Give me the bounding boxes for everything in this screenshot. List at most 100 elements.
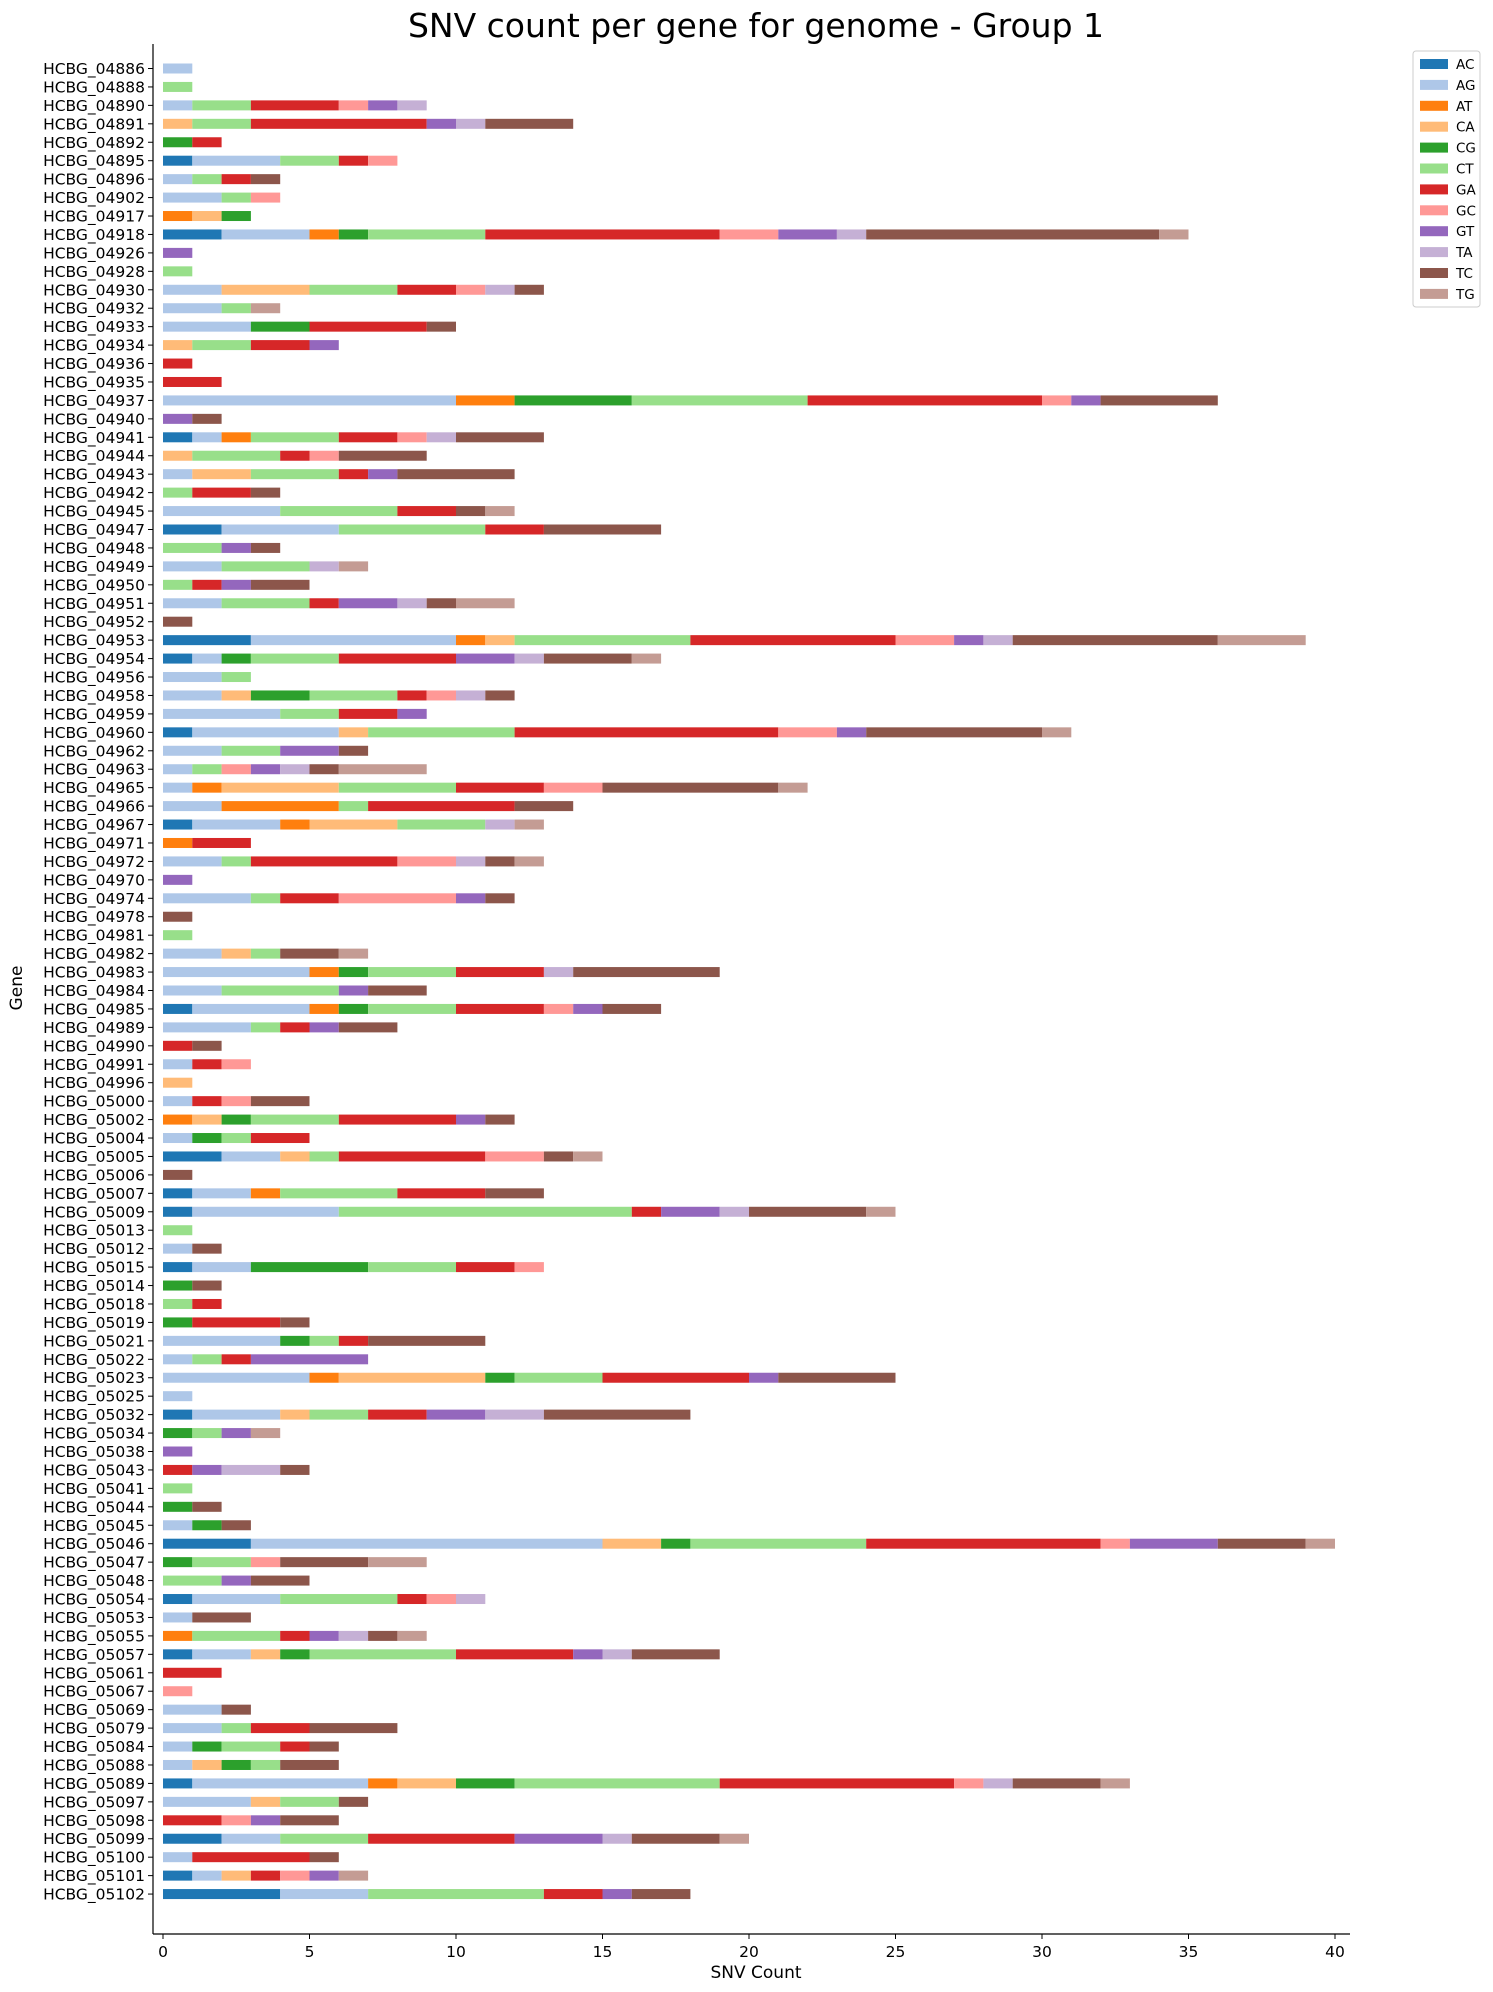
bar-segment-HCBG_04944-GC — [309, 450, 339, 461]
bar-segment-HCBG_04941-AT — [221, 432, 251, 443]
bar-segment-HCBG_05002-CG — [221, 1114, 251, 1125]
bar-segment-HCBG_04982-TC — [280, 948, 339, 959]
y-tick-label: HCBG_05045 — [43, 1517, 145, 1536]
bar-segment-HCBG_05099-AC — [163, 1833, 222, 1844]
bar-segment-HCBG_04965-TC — [602, 782, 779, 793]
bar-segment-HCBG_04985-AG — [192, 1003, 310, 1014]
bar-segment-HCBG_05089-AT — [368, 1778, 398, 1789]
bar-segment-HCBG_05079-TC — [309, 1723, 398, 1734]
y-tick-label: HCBG_05032 — [43, 1406, 145, 1425]
bar-segment-HCBG_05098-GT — [250, 1815, 281, 1826]
y-tick-label: HCBG_04926 — [43, 244, 145, 263]
bar-segment-HCBG_05057-GA — [456, 1649, 574, 1660]
bar-segment-HCBG_05047-CG — [163, 1557, 193, 1568]
y-tick-label: HCBG_05047 — [43, 1554, 145, 1573]
bar-segment-HCBG_05102-GT — [602, 1889, 632, 1900]
legend-swatch-CG — [1420, 142, 1448, 153]
bar-segment-HCBG_04886-AG — [163, 63, 193, 74]
bar-segment-HCBG_05005-AG — [221, 1151, 281, 1162]
bar-segment-HCBG_04985-CG — [338, 1003, 369, 1014]
x-tick-label: 10 — [446, 1943, 466, 1961]
bar-segment-HCBG_04960-GT — [836, 727, 867, 738]
bar-segment-HCBG_04958-CT — [309, 690, 398, 701]
y-axis-ticks: HCBG_04886HCBG_04888HCBG_04890HCBG_04891… — [43, 60, 153, 1905]
y-tick-label: HCBG_04928 — [43, 263, 145, 282]
bar-segment-HCBG_04985-GT — [573, 1003, 603, 1014]
bar-segment-HCBG_05021-CG — [280, 1335, 310, 1346]
bar-segment-HCBG_05007-CT — [280, 1188, 398, 1199]
bar-segment-HCBG_04918-TG — [1159, 229, 1189, 240]
bar-segment-HCBG_04891-GT — [426, 118, 456, 129]
bar-segment-HCBG_04895-GC — [368, 155, 398, 166]
bar-segment-HCBG_04949-CT — [221, 561, 310, 572]
y-tick-label: HCBG_05015 — [43, 1259, 145, 1278]
bar-segment-HCBG_05079-AG — [163, 1723, 222, 1734]
bar-segment-HCBG_04941-AC — [163, 432, 193, 443]
bar-segment-HCBG_05047-TC — [280, 1557, 369, 1568]
legend-swatch-TC — [1420, 268, 1448, 278]
bar-segment-HCBG_04963-AG — [163, 764, 193, 775]
bar-segment-HCBG_05055-GA — [280, 1630, 310, 1641]
bar-segment-HCBG_05101-GC — [280, 1870, 310, 1881]
bar-segment-HCBG_04951-GA — [309, 598, 339, 609]
bar-segment-HCBG_04989-GA — [280, 1022, 310, 1033]
y-tick-label: HCBG_04959 — [43, 705, 145, 724]
y-tick-label: HCBG_04978 — [43, 908, 145, 927]
bar-segment-HCBG_05057-AC — [163, 1649, 193, 1660]
bar-segment-HCBG_04932-AG — [163, 303, 222, 314]
y-tick-label: HCBG_04941 — [43, 429, 145, 448]
bar-segment-HCBG_04890-GA — [250, 100, 339, 111]
bar-segment-HCBG_04954-AC — [163, 653, 193, 664]
bar-segment-HCBG_04960-TC — [866, 727, 1042, 738]
bar-segment-HCBG_05000-GC — [221, 1096, 251, 1107]
bar-segment-HCBG_04959-GA — [338, 708, 398, 719]
bar-segment-HCBG_05023-AT — [309, 1372, 339, 1383]
bar-segment-HCBG_04985-TC — [602, 1003, 662, 1014]
y-tick-label: HCBG_05084 — [43, 1738, 145, 1757]
y-tick-label: HCBG_04958 — [43, 687, 145, 706]
bar-segment-HCBG_04962-CT — [221, 745, 281, 756]
bar-segment-HCBG_04935-GA — [163, 376, 222, 387]
bar-segment-HCBG_04947-TC — [543, 524, 662, 535]
bar-segment-HCBG_04930-GA — [397, 284, 456, 295]
bar-segment-HCBG_04930-CT — [309, 284, 398, 295]
bar-segment-HCBG_04945-AG — [163, 506, 281, 517]
y-tick-label: HCBG_04952 — [43, 613, 145, 632]
bar-segment-HCBG_05102-AG — [280, 1889, 369, 1900]
bar-segment-HCBG_05022-GT — [250, 1354, 369, 1365]
bar-segment-HCBG_05055-TA — [338, 1630, 369, 1641]
bar-segment-HCBG_05099-TA — [602, 1833, 632, 1844]
y-tick-label: HCBG_04930 — [43, 281, 145, 300]
bar-segment-HCBG_05009-CT — [338, 1206, 632, 1217]
y-tick-label: HCBG_05048 — [43, 1572, 145, 1591]
bar-segment-HCBG_04954-TC — [543, 653, 632, 664]
legend-swatch-AT — [1420, 100, 1448, 111]
bar-segment-HCBG_05099-GT — [514, 1833, 603, 1844]
bar-segment-HCBG_05098-GA — [163, 1815, 222, 1826]
bar-segment-HCBG_04930-TA — [485, 284, 515, 295]
bar-segment-HCBG_04891-TC — [485, 118, 574, 129]
bar-segment-HCBG_05015-GA — [456, 1262, 515, 1273]
bar-segment-HCBG_05005-GA — [338, 1151, 486, 1162]
bar-segment-HCBG_05045-CG — [192, 1520, 222, 1531]
y-tick-label: HCBG_04985 — [43, 1000, 145, 1019]
bar-segment-HCBG_04966-AT — [221, 801, 339, 812]
bar-segment-HCBG_04960-CA — [338, 727, 369, 738]
x-tick-label: 0 — [158, 1943, 168, 1961]
bar-segment-HCBG_05032-AG — [192, 1409, 281, 1420]
bar-segment-HCBG_04966-AG — [163, 801, 222, 812]
bar-segment-HCBG_05034-CT — [192, 1428, 222, 1439]
bar-segment-HCBG_05018-CT — [163, 1298, 193, 1309]
bar-segment-HCBG_04918-AG — [221, 229, 310, 240]
bar-segment-HCBG_05043-GA — [163, 1464, 193, 1475]
bar-segment-HCBG_04974-GC — [338, 893, 456, 904]
y-tick-label: HCBG_05021 — [43, 1332, 145, 1351]
bar-segment-HCBG_05057-CT — [309, 1649, 456, 1660]
bar-segment-HCBG_04953-AG — [250, 635, 456, 646]
bar-segment-HCBG_05046-GA — [866, 1538, 1101, 1549]
bar-segment-HCBG_04985-AC — [163, 1003, 193, 1014]
bar-segment-HCBG_05023-AG — [163, 1372, 310, 1383]
bar-segment-HCBG_04985-CT — [368, 1003, 456, 1014]
bar-segment-HCBG_05044-CG — [163, 1501, 193, 1512]
bar-segment-HCBG_04895-AC — [163, 155, 193, 166]
